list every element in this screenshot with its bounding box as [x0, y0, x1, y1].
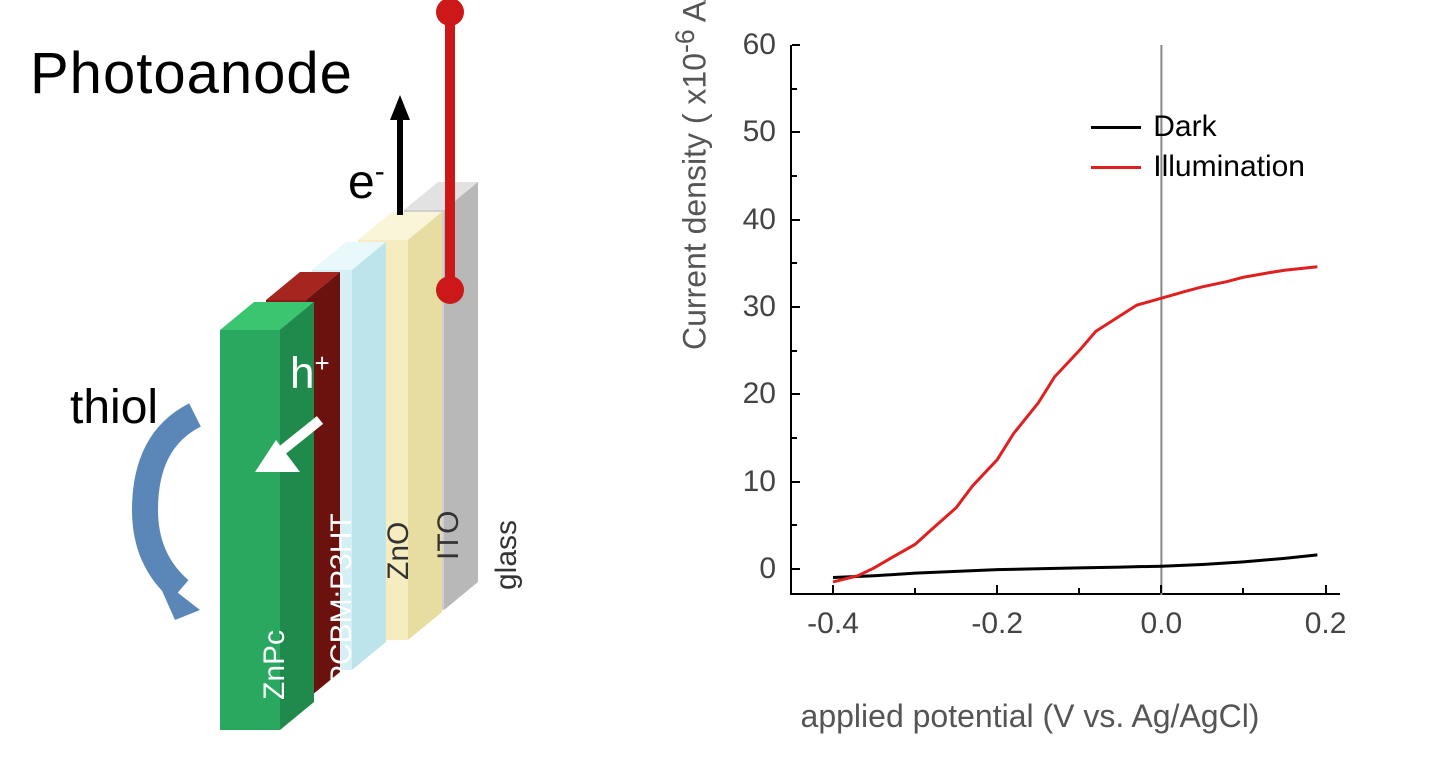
ytick-label: 50: [722, 115, 792, 149]
layer-label-glass: glass: [490, 520, 524, 590]
xtick-label: 0.0: [1141, 593, 1183, 641]
layer-label-pcbm-p3ht: PCBM:P3HT: [325, 513, 359, 685]
legend-label-illumination: Illumination: [1153, 150, 1305, 184]
electron-label: e-: [348, 155, 385, 210]
ytick-label: 10: [722, 465, 792, 499]
hole-text: h: [290, 349, 314, 398]
legend-item-illumination: Illumination: [1091, 150, 1305, 184]
diagram-panel: Photoanode thiol e- h+ ZnPcP: [0, 0, 640, 766]
layer-label-zno: ZnO: [382, 522, 416, 580]
chart-panel: Current density ( x10-6 A/cm2) 010203040…: [640, 0, 1420, 766]
x-axis-label: applied potential (V vs. Ag/AgCl): [680, 698, 1380, 735]
electron-superscript: -: [375, 155, 385, 188]
ytick-label: 0: [722, 552, 792, 586]
legend-swatch-dark: [1091, 126, 1141, 129]
chart-legend: Dark Illumination: [1091, 110, 1305, 190]
iv-chart: Current density ( x10-6 A/cm2) 010203040…: [680, 30, 1380, 650]
thiol-label: thiol: [70, 380, 158, 435]
ytick-label: 60: [722, 28, 792, 62]
legend-item-dark: Dark: [1091, 110, 1305, 144]
legend-label-dark: Dark: [1153, 110, 1216, 144]
ytick-label: 40: [722, 203, 792, 237]
layer-label-ito: ITO: [432, 511, 466, 560]
hole-label: h+: [290, 348, 330, 399]
layer-label-znpc: ZnPc: [258, 630, 292, 700]
y-axis-label: Current density ( x10-6 A/cm2): [670, 0, 714, 350]
hole-superscript: +: [314, 348, 329, 378]
xtick-label: 0.2: [1305, 593, 1347, 641]
ytick-label: 20: [722, 377, 792, 411]
plot-area: 0102030405060 -0.4-0.20.00.2 Dark Illumi…: [790, 45, 1340, 595]
xtick-label: -0.4: [807, 593, 859, 641]
xtick-label: -0.2: [971, 593, 1023, 641]
legend-swatch-illumination: [1091, 166, 1141, 169]
ytick-label: 30: [722, 290, 792, 324]
electron-text: e: [348, 156, 375, 209]
